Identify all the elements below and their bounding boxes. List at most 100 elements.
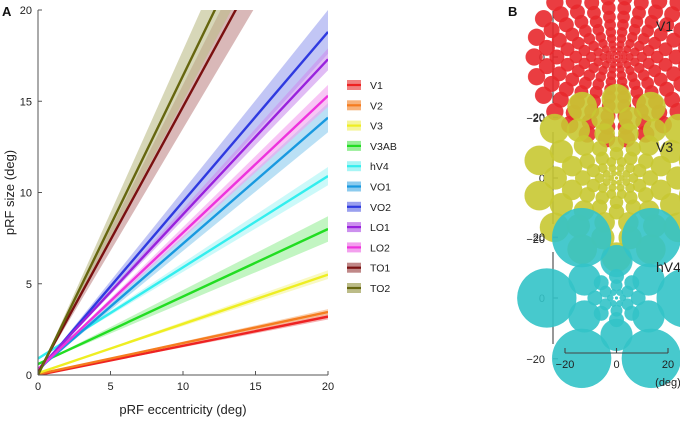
- line-to2: [38, 10, 217, 375]
- y-tick-label: 10: [20, 188, 32, 200]
- x-tick-label: 15: [249, 381, 261, 393]
- prf-circle: [614, 296, 619, 300]
- map-title-hv4: hV4: [656, 259, 680, 275]
- prf-circle: [600, 0, 616, 6]
- prf-circle: [651, 0, 668, 10]
- prf-circle: [656, 269, 680, 327]
- prf-circle: [574, 170, 591, 186]
- line-v1: [38, 315, 328, 375]
- axes-a: 0 5 10 15 20 0 5 10 15 20: [20, 5, 334, 393]
- prf-circle: [538, 39, 555, 56]
- prf-circle: [565, 0, 582, 10]
- prf-circle: [584, 0, 600, 11]
- y-axis-title: pRF size (deg): [2, 150, 17, 235]
- panel-label-b: B: [508, 4, 517, 19]
- panel-label-a: A: [2, 4, 12, 19]
- prf-circle: [567, 91, 597, 122]
- line-lo2: [38, 94, 328, 371]
- prf-circle: [566, 118, 590, 142]
- prf-circle: [539, 113, 570, 144]
- legend-label-v3ab: V3AB: [370, 141, 397, 153]
- prf-circle: [617, 0, 633, 6]
- line-v3: [38, 273, 328, 375]
- prf-circle: [527, 68, 546, 86]
- x-tick-label: 10: [177, 381, 189, 393]
- map-y-tick-label: 20: [533, 232, 545, 244]
- legend-label-hv4: hV4: [370, 161, 389, 173]
- map-x-axis-title: (deg): [655, 377, 680, 389]
- prf-circle: [543, 166, 567, 190]
- map-x-tick-label: −20: [556, 359, 575, 371]
- prf-circle: [668, 49, 680, 65]
- y-tick-label: 15: [20, 96, 32, 108]
- y-tick-label: 20: [20, 5, 32, 17]
- prf-circle: [552, 208, 612, 268]
- map-y-tick-label: −20: [526, 354, 545, 366]
- band-lo2: [38, 84, 328, 370]
- map-x-axis: −20 0 20 (deg): [556, 348, 680, 389]
- x-tick-label: 0: [35, 381, 41, 393]
- prf-circle: [524, 145, 555, 176]
- prf-circle: [591, 106, 615, 130]
- prf-circle: [534, 86, 553, 104]
- prf-circle: [546, 0, 564, 12]
- map-y-tick-label: −20: [526, 113, 545, 125]
- prf-coverage-maps: 20 0 −20 V1 20 0 −20 V3 20 0 −20 hV4−20 0 20 (deg): [517, 0, 680, 389]
- prf-circle: [663, 113, 680, 144]
- prf-circle: [549, 49, 565, 65]
- prf-circle: [621, 328, 680, 388]
- map-x-tick-label: 0: [613, 359, 619, 371]
- map-y-tick-label: 20: [533, 0, 545, 3]
- legend-label-v3: V3: [370, 121, 383, 133]
- map-title-v1: V1: [656, 18, 673, 34]
- prf-circle: [608, 175, 615, 181]
- prf-circle: [569, 50, 583, 64]
- prf-circle: [552, 328, 612, 388]
- legend-label-to1: TO1: [370, 263, 390, 275]
- prf-circle: [600, 244, 633, 278]
- regression-lines: [38, 10, 328, 375]
- prf-circle: [618, 175, 625, 181]
- prf-circle: [621, 208, 680, 268]
- x-tick-label: 20: [322, 381, 334, 393]
- legend-label-lo1: LO1: [370, 222, 390, 234]
- prf-circle: [669, 0, 680, 12]
- legend-label-v1: V1: [370, 80, 383, 92]
- prf-circle: [608, 204, 625, 220]
- prf-circle: [673, 22, 680, 39]
- prf-circle: [614, 55, 619, 59]
- legend-label-lo2: LO2: [370, 242, 390, 254]
- legend-label-vo2: VO2: [370, 202, 391, 214]
- prf-circle: [618, 106, 642, 130]
- prf-circle: [534, 10, 553, 28]
- band-vo2: [38, 10, 328, 372]
- band-v3ab: [38, 216, 328, 365]
- prf-circle: [527, 28, 546, 46]
- prf-circle: [666, 166, 680, 190]
- map-title-v3: V3: [656, 139, 673, 155]
- band-hv4: [38, 166, 328, 359]
- line-to1: [38, 10, 238, 374]
- x-tick-label: 5: [107, 381, 113, 393]
- legend: V1 V2 V3 V3AB hV4 VO1 VO2 LO1 LO2 TO1 TO2: [347, 80, 397, 295]
- line-vo2: [38, 31, 328, 373]
- line-lo1: [38, 58, 328, 371]
- prf-circle: [517, 268, 577, 328]
- prf-circle: [601, 83, 632, 114]
- map-y-tick-label: 0: [539, 173, 545, 185]
- prf-circle: [614, 176, 619, 180]
- coverage-map-hv4: 20 0 −20 hV4: [517, 208, 680, 388]
- line-v3ab: [38, 227, 328, 366]
- prf-circle: [642, 170, 659, 186]
- prf-circle: [538, 58, 555, 75]
- y-tick-label: 0: [26, 370, 32, 382]
- legend-label-to2: TO2: [370, 283, 390, 295]
- prf-circle: [524, 180, 555, 211]
- prf-circle: [636, 91, 666, 122]
- x-axis-title: pRF eccentricity (deg): [119, 402, 246, 417]
- prf-circle: [673, 75, 680, 92]
- prf-circle: [525, 48, 543, 66]
- y-tick-label: 5: [26, 279, 32, 291]
